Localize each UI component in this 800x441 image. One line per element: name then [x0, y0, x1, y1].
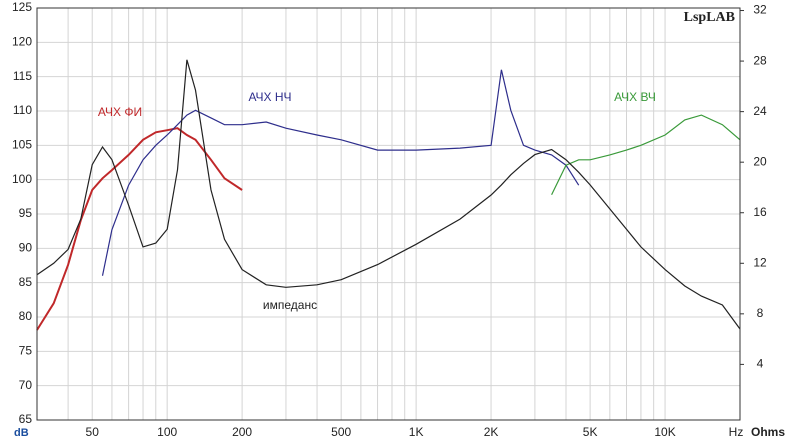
y2-tick-label: 20 [753, 154, 767, 168]
y-tick-label: 105 [12, 138, 32, 152]
y-tick-label: 95 [19, 206, 33, 220]
x-tick-label: 50 [86, 425, 100, 439]
series-label: АЧХ ФИ [98, 105, 142, 119]
brand: LspLAB [684, 10, 735, 25]
y-tick-label: 90 [19, 241, 33, 255]
y-tick-label: 125 [12, 0, 32, 14]
y-tick-label: 100 [12, 172, 32, 186]
x-tick-label: 2K [484, 425, 499, 439]
x-tick-label: 10K [654, 425, 675, 439]
y2-tick-label: 8 [757, 306, 764, 320]
series-label: импеданс [263, 298, 317, 312]
y2-tick-label: 24 [753, 104, 767, 118]
y2-axis-label: Ohms [751, 425, 785, 439]
y-tick-label: 70 [19, 378, 33, 392]
y-axis-label: dB [14, 427, 29, 439]
plot-frame [36, 7, 741, 421]
plot-lines [36, 59, 741, 331]
y2-tick-label: 28 [753, 53, 767, 67]
y-tick-label: 80 [19, 309, 33, 323]
series-line [36, 127, 243, 331]
x-tick-label: 200 [232, 425, 252, 439]
y2-tick-label: 4 [757, 357, 764, 371]
y-tick-label: 120 [12, 35, 32, 49]
y2-tick-label: 32 [753, 3, 767, 17]
series-line [36, 59, 741, 330]
series-line [551, 114, 741, 196]
series-label: АЧХ ВЧ [614, 90, 656, 104]
y-tick-label: 110 [13, 103, 32, 117]
x-tick-label: 500 [331, 425, 351, 439]
series-line [101, 69, 580, 276]
y-tick-label: 65 [19, 412, 33, 426]
x-tick-label: 100 [157, 425, 177, 439]
x-tick-label: 1K [409, 425, 424, 439]
y-tick-label: 85 [19, 275, 33, 289]
x-tick-label: 5K [583, 425, 598, 439]
y-tick-label: 115 [13, 69, 32, 83]
series-label: АЧХ НЧ [248, 90, 291, 104]
y-tick-label: 75 [19, 344, 33, 358]
y2-tick-label: 16 [753, 205, 767, 219]
x-axis-label: Hz [729, 425, 744, 439]
y2-tick-label: 12 [753, 255, 767, 269]
